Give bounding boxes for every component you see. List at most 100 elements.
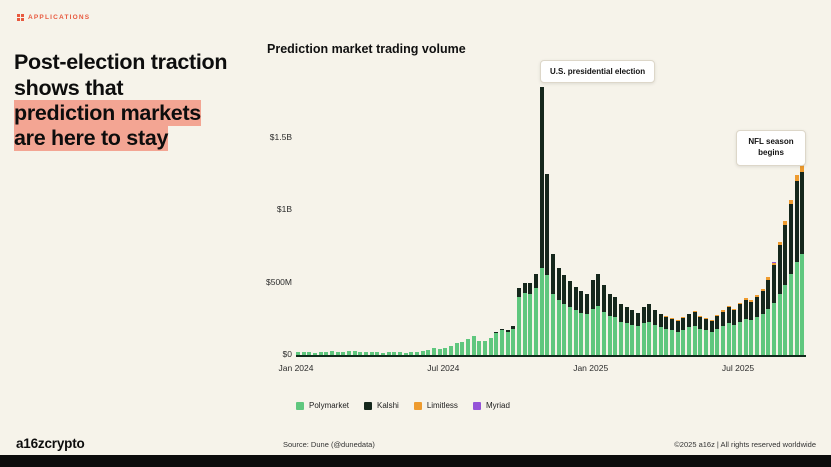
bar-week-45: [551, 253, 556, 355]
bar-week-34: [488, 337, 493, 355]
bar-segment-kalshi: [539, 87, 544, 269]
bar-week-12: [364, 352, 369, 355]
bar-segment-limitless: [743, 298, 748, 300]
bar-segment-polymarket: [726, 323, 731, 355]
applications-icon: [17, 14, 24, 21]
bar-week-11: [358, 351, 363, 355]
bar-segment-polymarket: [789, 273, 794, 355]
bar-segment-limitless: [670, 318, 675, 319]
bar-segment-kalshi: [726, 307, 731, 324]
bar-week-16: [386, 352, 391, 355]
bar-segment-polymarket: [647, 321, 652, 355]
bar-week-59: [630, 309, 635, 355]
bar-segment-limitless: [772, 262, 777, 266]
bar-week-40: [522, 282, 527, 355]
bar-segment-polymarket: [670, 330, 675, 355]
bar-segment-polymarket: [483, 341, 488, 355]
bar-week-35: [494, 331, 499, 355]
bar-segment-polymarket: [318, 352, 323, 355]
bar-segment-polymarket: [704, 330, 709, 355]
bar-segment-kalshi: [743, 299, 748, 319]
bar-segment-polymarket: [313, 352, 318, 355]
bar-segment-kalshi: [573, 286, 578, 311]
bar-segment-limitless: [732, 308, 737, 311]
bar-segment-polymarket: [375, 352, 380, 355]
bar-segment-polymarket: [692, 326, 697, 355]
bar-segment-polymarket: [494, 333, 499, 355]
bar-segment-kalshi: [607, 294, 612, 316]
bar-segment-polymarket: [743, 318, 748, 355]
bar-segment-kalshi: [800, 172, 805, 254]
bar-segment-polymarket: [766, 308, 771, 355]
legend-item-limitless: Limitless: [413, 401, 458, 410]
bar-segment-polymarket: [517, 297, 522, 355]
bar-segment-kalshi: [585, 294, 590, 315]
bar-segment-polymarket: [392, 351, 397, 355]
bar-segment-polymarket: [511, 328, 516, 355]
bar-week-85: [777, 241, 782, 355]
bar-segment-kalshi: [636, 313, 641, 327]
bar-week-89: [800, 163, 805, 355]
annotation-nfl-season-begins: NFL season begins: [736, 130, 806, 166]
bar-segment-polymarket: [505, 331, 510, 355]
bar-week-72: [704, 317, 709, 355]
bar-segment-polymarket: [477, 340, 482, 355]
bar-segment-polymarket: [698, 328, 703, 355]
bar-week-23: [426, 349, 431, 355]
bar-segment-polymarket: [307, 352, 312, 355]
bar-week-67: [675, 320, 680, 355]
legend-label: Limitless: [426, 401, 458, 410]
bar-week-88: [794, 175, 799, 355]
x-tick-label: Jan 2025: [573, 363, 609, 373]
bar-week-52: [590, 279, 595, 355]
bar-segment-kalshi: [692, 311, 697, 327]
bar-week-58: [624, 306, 629, 355]
bar-segment-polymarket: [398, 352, 403, 355]
bar-segment-kalshi: [556, 268, 561, 300]
bar-segment-polymarket: [760, 314, 765, 355]
bar-segment-polymarket: [335, 352, 340, 355]
bar-segment-polymarket: [460, 341, 465, 355]
bar-segment-polymarket: [732, 324, 737, 355]
bar-week-5: [324, 351, 329, 355]
bar-week-75: [721, 310, 726, 355]
x-tick-label: Jan 2024: [278, 363, 314, 373]
bar-segment-kalshi: [664, 316, 669, 329]
bar-week-74: [715, 314, 720, 355]
bar-segment-limitless: [738, 302, 743, 305]
bar-segment-polymarket: [381, 352, 386, 355]
heading-pre: Post-election traction shows that: [14, 50, 228, 100]
bar-segment-polymarket: [630, 324, 635, 355]
bar-week-55: [607, 294, 612, 355]
bar-segment-kalshi: [534, 273, 539, 289]
bar-week-64: [658, 313, 663, 355]
heading-highlight: prediction markets are here to stay: [14, 99, 201, 151]
bar-week-28: [454, 343, 459, 355]
bar-week-17: [392, 351, 397, 355]
bar-segment-polymarket: [364, 352, 369, 355]
bar-segment-polymarket: [624, 323, 629, 355]
bar-segment-polymarket: [715, 328, 720, 355]
bar-segment-polymarket: [562, 304, 567, 355]
bar-segment-polymarket: [330, 351, 335, 355]
bar-segment-polymarket: [641, 323, 646, 355]
bar-segment-polymarket: [522, 292, 527, 355]
bar-segment-limitless: [692, 310, 697, 312]
legend-item-myriad: Myriad: [472, 401, 510, 410]
bar-week-54: [602, 285, 607, 355]
bar-week-4: [318, 352, 323, 355]
bar-segment-kalshi: [551, 253, 556, 295]
bar-segment-kalshi: [675, 320, 680, 332]
bar-week-37: [505, 329, 510, 355]
bar-segment-polymarket: [681, 329, 686, 355]
bar-segment-polymarket: [783, 285, 788, 355]
bar-segment-limitless: [800, 163, 805, 173]
legend-label: Myriad: [485, 401, 510, 410]
bar-week-44: [545, 173, 550, 355]
bar-segment-polymarket: [488, 337, 493, 355]
bar-segment-kalshi: [579, 291, 584, 313]
bar-segment-limitless: [715, 314, 720, 316]
bar-segment-kalshi: [562, 275, 567, 305]
bar-week-66: [670, 318, 675, 355]
bar-week-53: [596, 273, 601, 355]
